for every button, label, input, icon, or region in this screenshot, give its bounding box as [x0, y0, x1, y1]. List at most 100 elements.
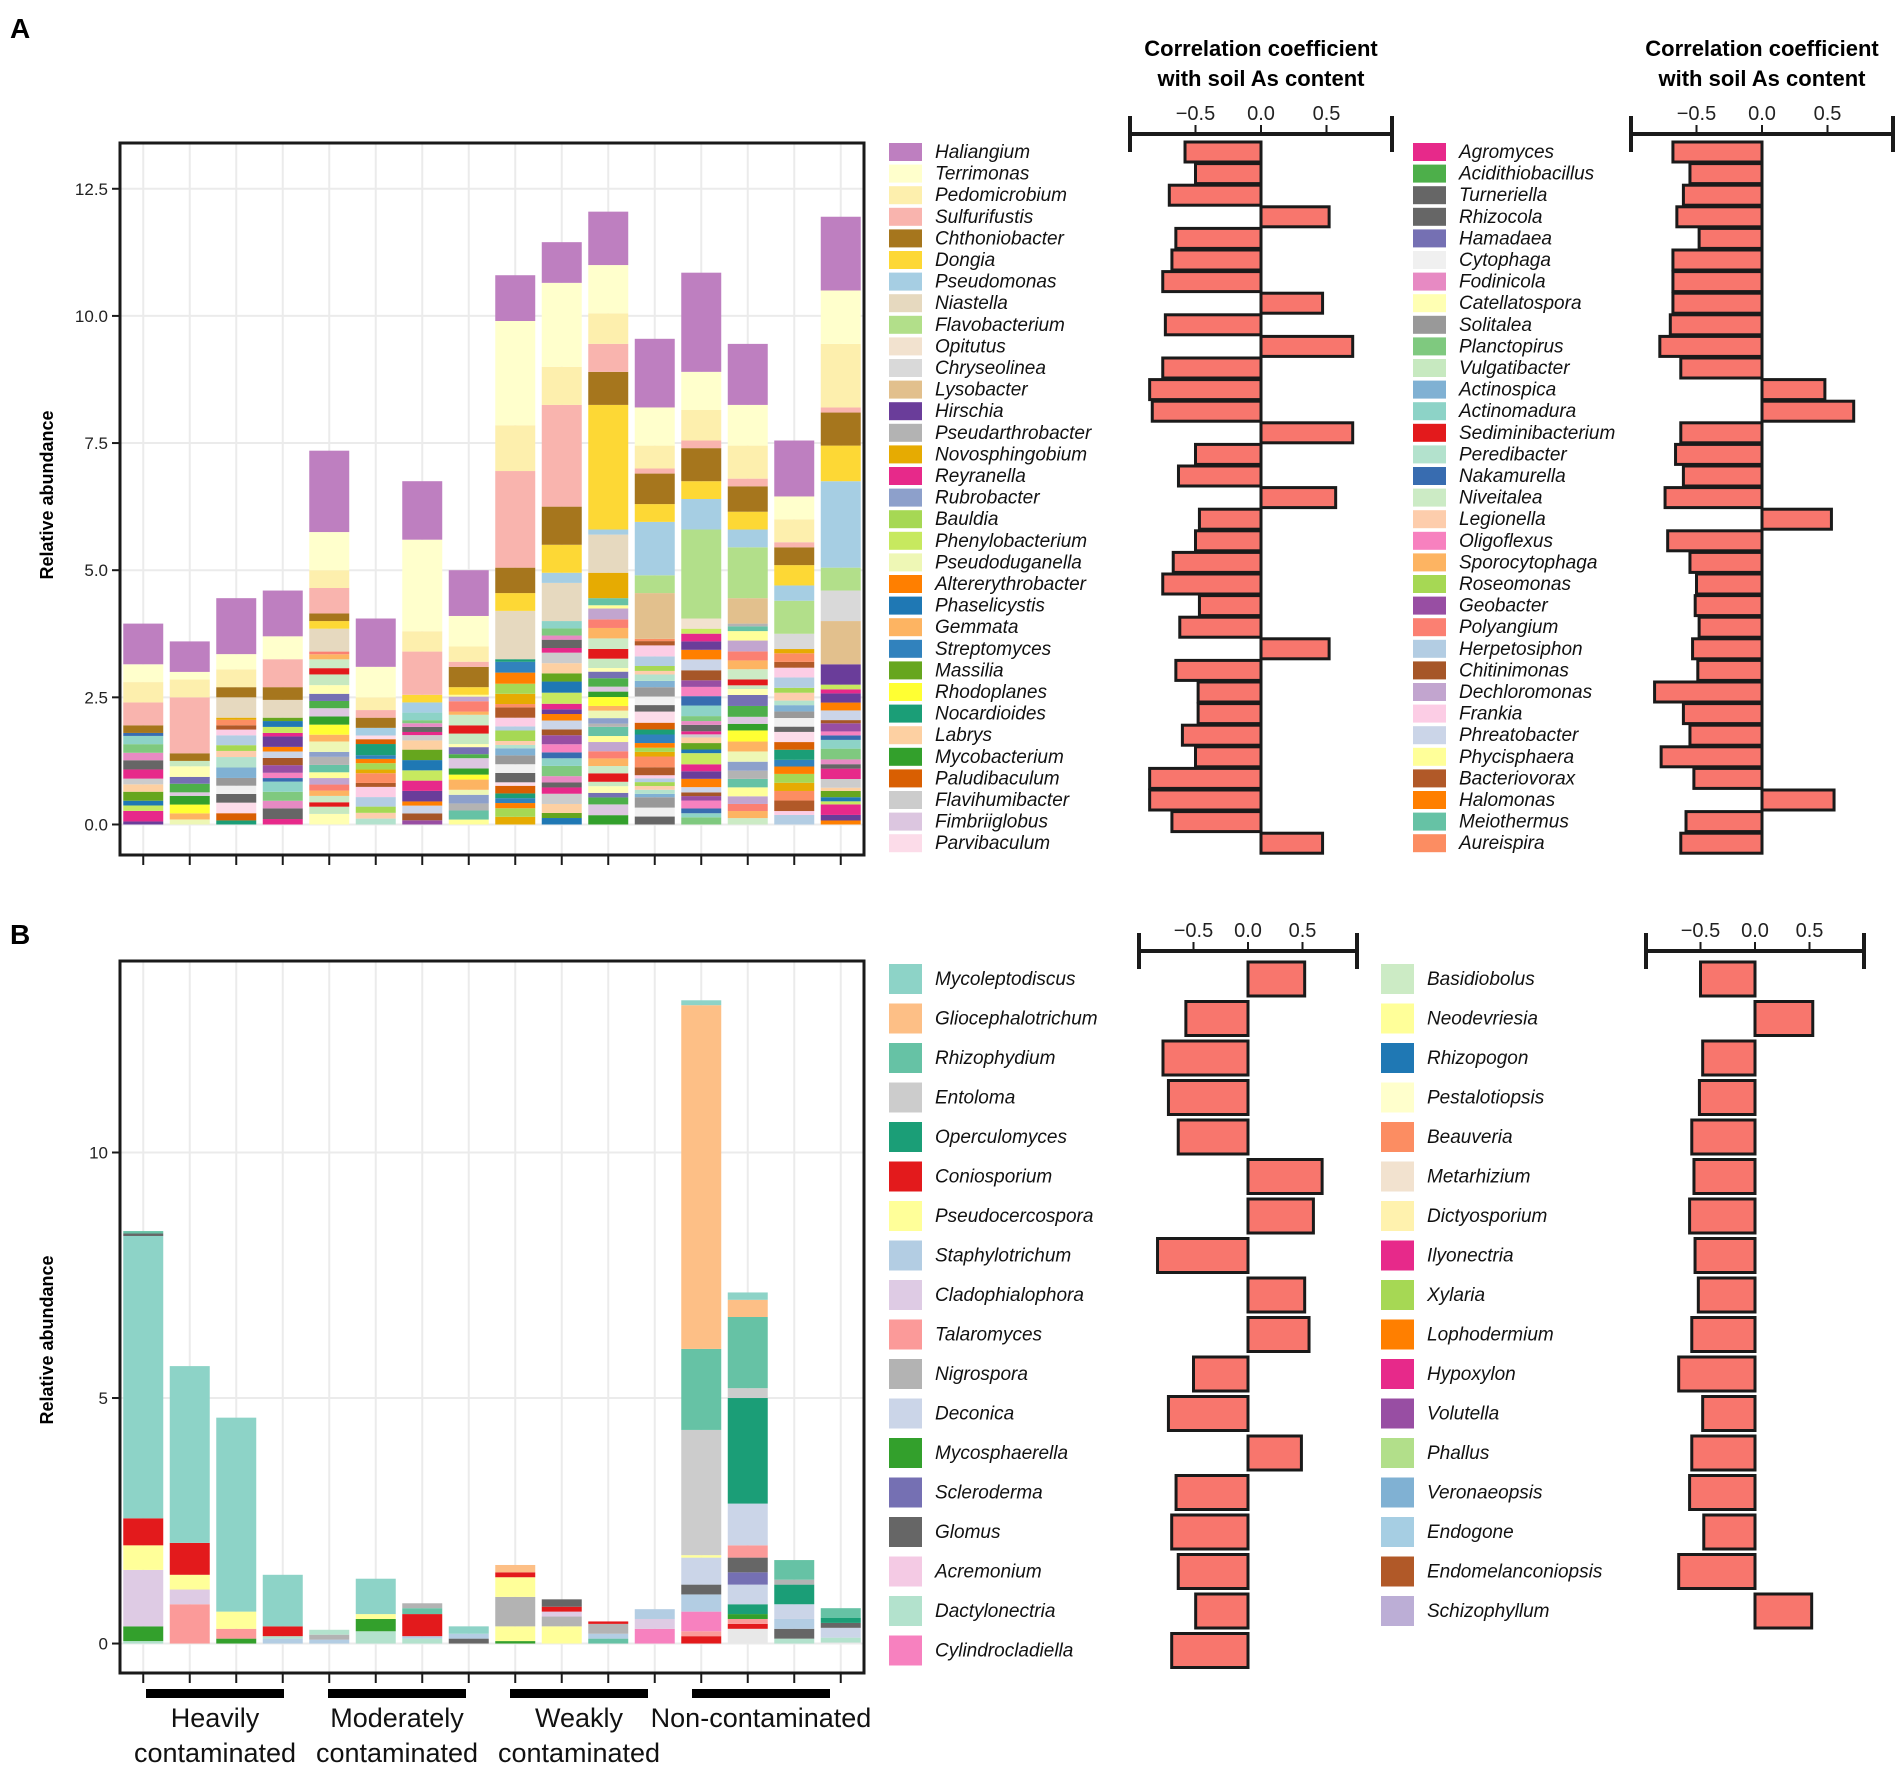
bar-segment-scleroderma [727, 1572, 768, 1585]
legend-a-left-swatch-reyranella [889, 467, 922, 485]
bar-segment-minor [820, 797, 861, 802]
bar-segment-terrimonas [495, 321, 536, 426]
legend-b-left-label-coniosporium: Coniosporium [935, 1167, 1052, 1188]
bar-segment-sulfurifustis [588, 343, 629, 372]
bar-stack-16 [820, 1608, 861, 1644]
plot-frame [118, 959, 866, 1675]
corr-b-right-bar-basidiobolus [1699, 960, 1757, 998]
legend-a-left-label-mycobacterium: Mycobacterium [935, 747, 1064, 768]
bar-segment-minor [448, 768, 489, 775]
legend-b-right-label-phallus: Phallus [1427, 1443, 1490, 1464]
bar-segment-minor [588, 815, 629, 825]
corr-b-right-bar-pestalotiopsis [1697, 1079, 1757, 1116]
bar-segment-minor [588, 786, 629, 793]
bar-stack-1 [123, 1231, 164, 1644]
legend-a-left-label-fimbriiglobus: Fimbriiglobus [935, 812, 1048, 833]
bar-segment-minor [820, 787, 861, 791]
legend-a-left-label-niastella: Niastella [935, 293, 1008, 314]
bar-segment-minor [541, 692, 582, 704]
bar-segment-sulfurifustis [681, 440, 722, 449]
bar-segment-minor [634, 687, 675, 697]
legend-b-right-swatch-pestalotiopsis [1381, 1082, 1414, 1113]
bar-segment-minor [169, 766, 210, 777]
corr-title-a2-line1: Correlation coefficient [1645, 36, 1879, 61]
bar-segment-minor [820, 689, 861, 694]
bar-segment-minor [262, 726, 303, 733]
bar-segment-dactylonectria [820, 1637, 861, 1643]
bar-segment-minor [820, 1642, 861, 1644]
y-tick-label: 5 [99, 1389, 108, 1408]
bar-segment-rhizophydium [727, 1317, 768, 1389]
legend-a-right-swatch-turneriella [1413, 186, 1446, 205]
bar-segment-minor [262, 751, 303, 758]
bar-segment-terrimonas [634, 407, 675, 446]
bar-segment-minor [541, 818, 582, 825]
legend-b-left-swatch-acremonium [889, 1556, 922, 1587]
legend-a-right-swatch-sediminibacterium [1413, 423, 1446, 442]
bar-segment-sulfurifustis [123, 702, 164, 726]
legend-a-left-label-gemmata: Gemmata [935, 617, 1018, 638]
bar-segment-lysobacter [820, 621, 861, 665]
bar-segment-minor [123, 800, 164, 806]
legend-a-left-swatch-paludibaculum [889, 769, 922, 788]
legend-b-left-label-deconica: Deconica [935, 1404, 1014, 1425]
bar-segment-terrimonas [588, 265, 629, 314]
legend-a-right-label-fodinicola: Fodinicola [1459, 272, 1546, 293]
legend-b-left-label-nigrospora: Nigrospora [935, 1364, 1028, 1385]
bar-segment-minor [634, 638, 675, 642]
bar-segment-minor [495, 744, 536, 749]
bar-segment-minor [262, 791, 303, 801]
bar-segment-minor [309, 784, 350, 791]
bar-segment-minor [634, 641, 675, 646]
bar-segment-minor [169, 819, 210, 825]
corr-a-right-bar-geobacter [1693, 594, 1764, 618]
legend-b-left-swatch-mycoleptodiscus [889, 964, 922, 994]
bar-segment-minor [495, 726, 536, 731]
bar-segment-pseudocercospora [495, 1577, 536, 1597]
bar-segment-minor [541, 782, 582, 788]
corr-a-left-bar-fimbriiglobus [1170, 810, 1263, 834]
bar-segment-niastella [495, 610, 536, 660]
bar-segment-minor [634, 775, 675, 779]
corr-b-left-bar-mycoleptodiscus [1246, 960, 1307, 998]
bar-segment-chthoniobacter [355, 717, 396, 728]
bar-segment-minor [820, 801, 861, 805]
bar-segment-minor [634, 816, 675, 825]
bar-segment-minor [309, 756, 350, 765]
corr-a-left-axis-tick-label: −0.5 [1176, 103, 1215, 125]
legend-a-left-swatch-rhodoplanes [889, 683, 922, 701]
bar-segment-staphylotrichum [262, 1638, 303, 1644]
panel-b: 0 5 10 Mycoleptodiscus Gliocephalotrichum Rhi… [89, 920, 1866, 1683]
corr-a-left-bar-streptomyces [1259, 637, 1331, 661]
bar-segment-minor [727, 778, 768, 788]
bar-segment-sulfurifustis [309, 588, 350, 614]
bar-segment-dongia [634, 504, 675, 522]
bar-segment-minor [820, 820, 861, 825]
legend-a-left-label-flavobacterium: Flavobacterium [935, 315, 1065, 336]
bar-segment-minor [495, 816, 536, 825]
bar-segment-cylindrocladiella [634, 1628, 675, 1644]
legend-a-left-swatch-novosphingobium [889, 445, 922, 464]
bar-segment-gliocephalotrichum [495, 1564, 536, 1573]
bar-segment-dongia [309, 621, 350, 629]
corr-b-left-bar-scleroderma [1174, 1474, 1250, 1511]
legend-a-right-label-polyangium: Polyangium [1459, 617, 1558, 638]
bar-segment-minor [262, 721, 303, 727]
legend-a-left-label-novosphingobium: Novosphingobium [935, 444, 1087, 465]
bar-stack-14 [727, 1292, 768, 1644]
bar-segment-staphylotrichum [309, 1639, 350, 1644]
bar-segment-operculomyces [774, 1584, 815, 1605]
bar-segment-minor [309, 813, 350, 825]
legend-a-right-swatch-oligoflexus [1413, 531, 1446, 550]
bar-stack-9 [495, 275, 536, 825]
bar-segment-glomus [541, 1599, 582, 1607]
legend-b-right-label-basidiobolus: Basidiobolus [1427, 969, 1535, 990]
bar-segment-minor [727, 770, 768, 779]
corr-b-right-bar-hypoxylon [1677, 1355, 1757, 1393]
bar-segment-minor [727, 741, 768, 752]
legend-a-left-swatch-chryseolinea [889, 359, 922, 377]
legend-b-left-label-operculomyces: Operculomyces [935, 1127, 1067, 1148]
corr-b-left-bar-coniosporium [1246, 1158, 1324, 1195]
bar-segment-minor [309, 772, 350, 779]
bar-segment-flavobacterium [820, 567, 861, 591]
